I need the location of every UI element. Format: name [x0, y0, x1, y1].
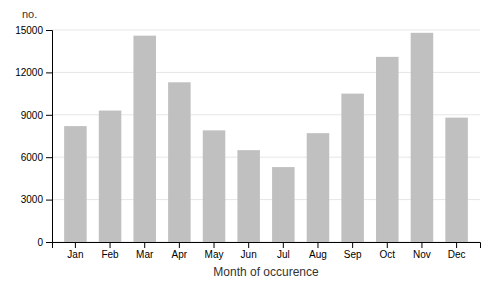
y-tick-label: 3000 — [21, 194, 44, 205]
x-tick: Nov — [413, 242, 431, 260]
x-tick: Jun — [241, 242, 257, 260]
bar — [133, 36, 156, 242]
x-tick-mark — [75, 242, 76, 248]
x-tick-label: Apr — [172, 249, 188, 260]
x-tick-mark — [248, 242, 249, 248]
grid-line — [52, 30, 480, 31]
x-tick-label: Oct — [380, 249, 396, 260]
x-tick: Apr — [172, 242, 188, 260]
y-tick-mark — [46, 157, 52, 158]
x-tick: Sep — [344, 242, 362, 260]
bar — [272, 167, 295, 242]
x-tick: Jan — [67, 242, 83, 260]
x-tick-label: Aug — [309, 249, 327, 260]
x-tick: Aug — [309, 242, 327, 260]
y-tick-mark — [46, 115, 52, 116]
bar — [411, 33, 434, 242]
y-tick: 0 — [37, 237, 52, 248]
bar — [99, 111, 122, 242]
bars — [64, 33, 468, 242]
y-tick-label: 9000 — [21, 110, 44, 121]
x-tick: Oct — [380, 242, 396, 260]
x-axis-line — [53, 243, 481, 249]
plot: 0 3000 6000 9000 12000 15000 Jan Feb Mar Apr May Ju… — [15, 25, 480, 260]
x-tick-mark — [214, 242, 215, 248]
x-tick: May — [205, 242, 224, 260]
x-tick-label: Mar — [136, 249, 154, 260]
y-tick: 6000 — [21, 152, 52, 163]
y-tick-mark — [46, 242, 52, 243]
y-tick: 12000 — [15, 67, 52, 78]
y-tick-label: 0 — [37, 237, 43, 248]
x-tick-label: Jan — [67, 249, 83, 260]
bar — [64, 126, 87, 242]
x-tick: Jul — [277, 242, 290, 260]
x-tick-label: Sep — [344, 249, 362, 260]
chart: 0 3000 6000 9000 12000 15000 Jan Feb Mar Apr May Ju… — [0, 0, 496, 284]
bar — [203, 130, 226, 242]
y-axis: 0 3000 6000 9000 12000 15000 — [15, 25, 52, 248]
bar — [445, 118, 468, 242]
y-tick-mark — [46, 200, 52, 201]
x-tick-mark — [144, 242, 145, 248]
x-tick-label: May — [205, 249, 224, 260]
x-axis: Jan Feb Mar Apr May Jun Jul Aug Sep Oct Nov Dec — [53, 242, 481, 260]
y-tick: 3000 — [21, 194, 52, 205]
x-tick-mark — [421, 242, 422, 248]
y-tick-label: 6000 — [21, 152, 44, 163]
x-tick-label: Feb — [101, 249, 119, 260]
x-tick-mark — [110, 242, 111, 248]
x-tick-mark — [317, 242, 318, 248]
y-tick: 15000 — [15, 25, 52, 36]
x-tick: Mar — [136, 242, 154, 260]
bar — [237, 150, 260, 242]
bar — [376, 57, 399, 242]
y-axis-line — [46, 31, 53, 243]
x-tick-mark — [456, 242, 457, 248]
x-tick-label: Dec — [448, 249, 466, 260]
x-tick-mark — [352, 242, 353, 248]
bar — [341, 94, 364, 242]
y-tick-mark — [46, 72, 52, 73]
x-tick-mark — [387, 242, 388, 248]
y-axis-title: no. — [22, 8, 37, 20]
grid — [52, 30, 480, 242]
x-tick-mark — [179, 242, 180, 248]
bar — [307, 133, 330, 242]
y-tick-label: 15000 — [15, 25, 43, 36]
x-axis-title: Month of occurence — [213, 265, 319, 279]
x-tick: Dec — [448, 242, 466, 260]
y-tick: 9000 — [21, 110, 52, 121]
x-tick: Feb — [101, 242, 119, 260]
x-tick-mark — [283, 242, 284, 248]
x-tick-label: Nov — [413, 249, 431, 260]
y-tick-label: 12000 — [15, 67, 43, 78]
y-tick-mark — [46, 30, 52, 31]
bar — [168, 82, 191, 242]
x-tick-label: Jul — [277, 249, 290, 260]
x-tick-label: Jun — [241, 249, 257, 260]
